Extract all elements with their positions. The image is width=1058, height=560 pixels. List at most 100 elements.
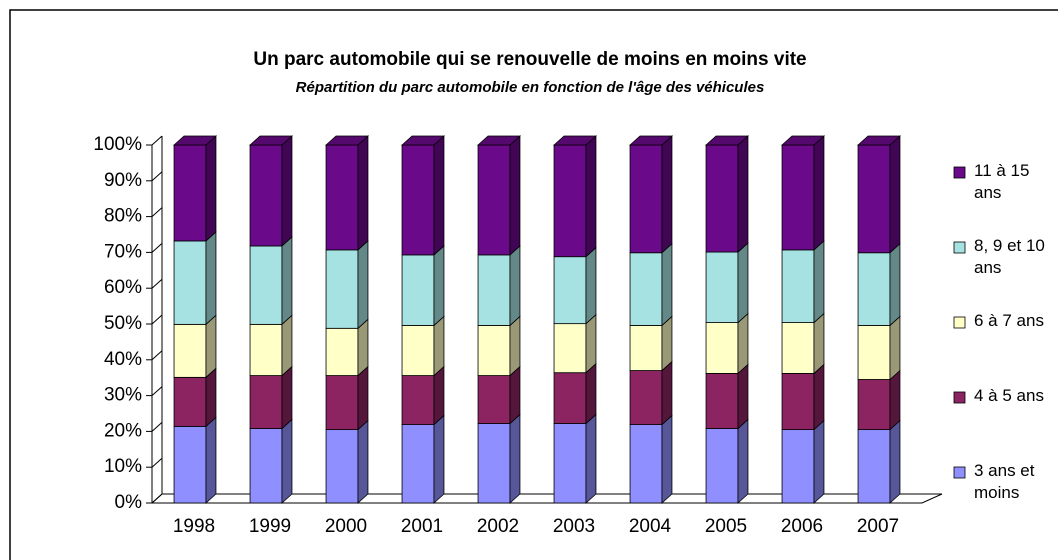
- bar-side: [813, 363, 825, 431]
- bar-side: [281, 314, 293, 377]
- bar-top: [324, 135, 370, 146]
- bar-side: [737, 242, 749, 324]
- bar-top: [704, 135, 750, 146]
- bar: [705, 428, 739, 504]
- bar-side: [281, 236, 293, 326]
- y-tick: [151, 278, 163, 289]
- bar: [553, 372, 587, 424]
- x-tick-label: 1998: [173, 516, 215, 537]
- bar: [325, 249, 359, 329]
- legend-label: 11 à 15 ans: [974, 161, 1030, 202]
- bar-side: [585, 313, 597, 374]
- legend-swatch: [953, 391, 966, 404]
- x-tick-label: 2003: [553, 516, 595, 537]
- x-tick-label: 2004: [629, 516, 672, 537]
- x-tick-label: 2007: [857, 516, 899, 537]
- y-tick-label: 20%: [104, 420, 142, 441]
- legend-swatch: [953, 166, 966, 179]
- bar-top: [476, 135, 522, 146]
- legend-label: 8, 9 et 10 ans: [974, 236, 1045, 277]
- bar-side: [813, 239, 825, 324]
- y-tick: [151, 171, 163, 182]
- chart-title: Un parc automobile qui se renouvelle de …: [253, 49, 806, 70]
- bar: [781, 373, 815, 431]
- y-tick-label: 30%: [104, 385, 142, 406]
- bar: [477, 325, 511, 376]
- bar-side: [433, 135, 445, 256]
- bar-side: [509, 413, 521, 504]
- bar-side: [509, 365, 521, 425]
- bar: [477, 375, 511, 424]
- y-tick: [151, 135, 163, 146]
- bar-side: [661, 242, 673, 327]
- bar-side: [357, 318, 369, 377]
- bar-side: [737, 363, 749, 430]
- y-tick: [151, 314, 163, 325]
- legend-swatch: [953, 316, 966, 329]
- bar: [629, 325, 663, 371]
- y-tick-label: 50%: [104, 313, 142, 334]
- y-tick: [151, 243, 163, 253]
- bar-side: [205, 416, 217, 504]
- legend-label: 6 à 7 ans: [974, 311, 1044, 330]
- y-tick-label: 0%: [115, 492, 143, 513]
- legend-swatch: [953, 466, 966, 479]
- bar: [857, 325, 891, 380]
- bar-side: [813, 135, 825, 251]
- bar: [401, 254, 435, 326]
- bar: [401, 424, 435, 504]
- bar: [781, 429, 815, 504]
- bar: [477, 144, 511, 256]
- bar: [781, 322, 815, 374]
- x-tick-label: 2005: [705, 516, 747, 537]
- chart-subtitle: Répartition du parc automobile en foncti…: [296, 79, 765, 96]
- bar: [705, 144, 739, 253]
- legend-label: 3 ans et moins: [974, 461, 1035, 502]
- bar-side: [889, 135, 901, 254]
- bar: [857, 429, 891, 504]
- bar: [173, 144, 207, 242]
- bar: [173, 376, 207, 427]
- y-tick: [151, 457, 163, 468]
- bar-side: [661, 414, 673, 504]
- bar: [325, 327, 359, 376]
- bar: [553, 323, 587, 374]
- bar-side: [281, 418, 293, 504]
- y-tick-label: 90%: [104, 170, 142, 191]
- bar: [325, 429, 359, 504]
- bar-top: [400, 135, 446, 146]
- bar-side: [889, 419, 901, 504]
- bar: [553, 256, 587, 325]
- bar-side: [509, 245, 521, 327]
- legend-label: 4 à 5 ans: [974, 386, 1044, 405]
- bar-side: [205, 231, 217, 326]
- bar: [629, 370, 663, 425]
- bar-top: [780, 135, 826, 146]
- bar-side: [357, 239, 369, 330]
- bar: [173, 323, 207, 378]
- bar-side: [813, 419, 825, 504]
- bar: [705, 251, 739, 323]
- bar: [401, 325, 435, 376]
- bar-top: [552, 135, 598, 146]
- bar-side: [433, 414, 445, 504]
- bar: [477, 423, 511, 504]
- bar-side: [661, 135, 673, 254]
- bar: [857, 252, 891, 326]
- x-tick-label: 2000: [325, 516, 367, 537]
- y-tick: [151, 422, 163, 432]
- bar-side: [737, 312, 749, 375]
- legend-swatch: [953, 241, 966, 254]
- x-tick-label: 2001: [401, 516, 443, 537]
- x-tick-label: 2006: [781, 516, 823, 537]
- y-tick-label: 40%: [104, 349, 142, 370]
- bar: [173, 240, 207, 325]
- bar-top: [172, 135, 218, 146]
- bar: [401, 144, 435, 256]
- bar-side: [433, 245, 445, 327]
- y-tick: [151, 350, 163, 361]
- bar-side: [281, 135, 293, 247]
- bar-side: [205, 367, 217, 428]
- y-tick: [151, 386, 163, 396]
- bar-side: [205, 135, 217, 242]
